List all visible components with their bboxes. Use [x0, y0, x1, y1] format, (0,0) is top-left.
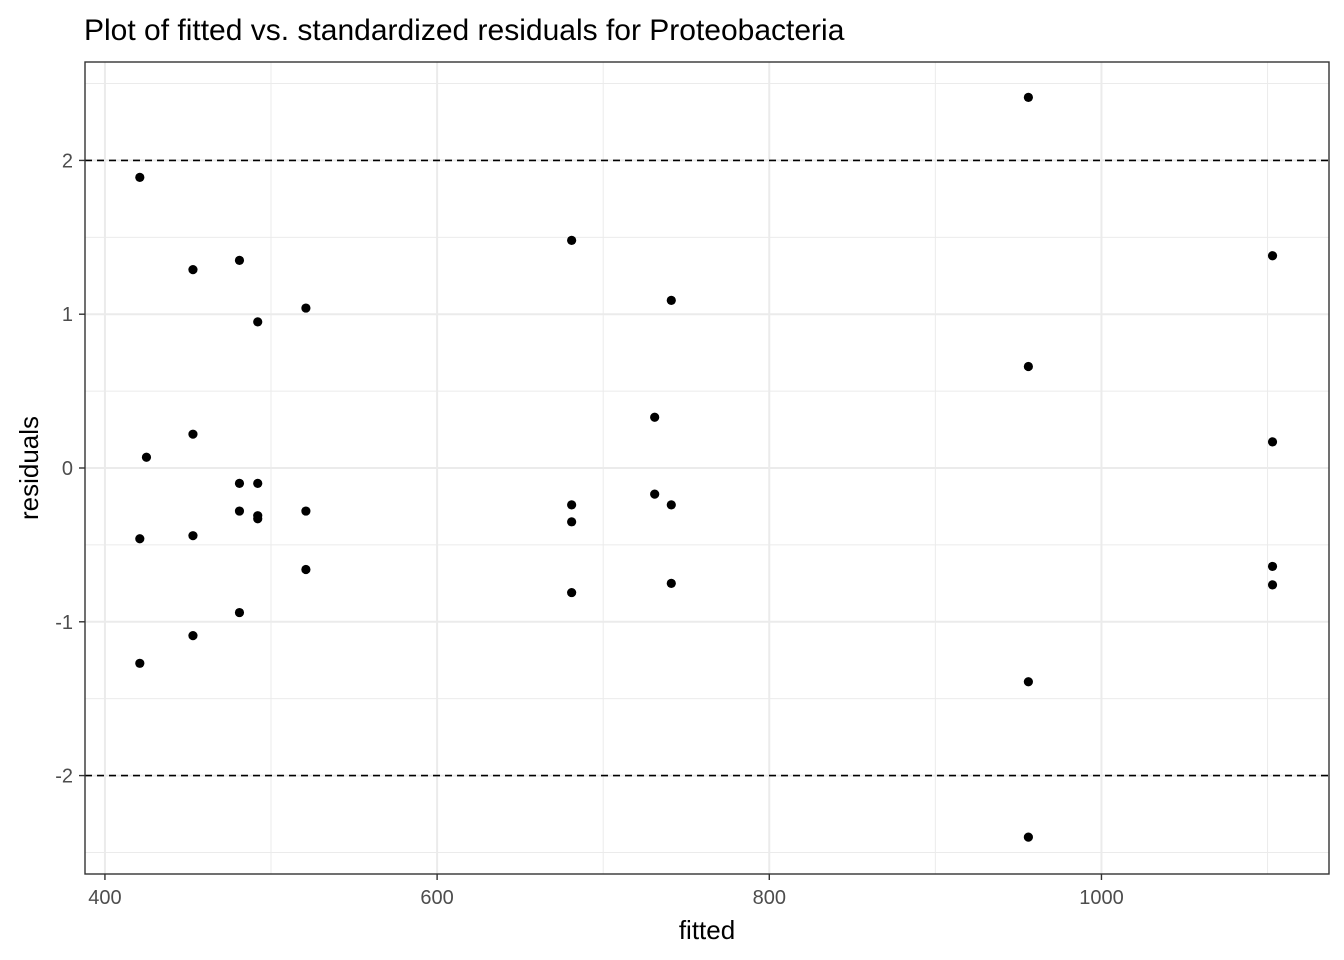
y-tick-label: 0: [62, 458, 73, 480]
y-tick-label: -2: [55, 766, 73, 788]
data-point: [253, 478, 263, 488]
data-point: [1023, 832, 1033, 842]
x-tick-label: 1000: [1079, 887, 1124, 909]
data-point: [1267, 561, 1278, 572]
data-point: [1267, 580, 1278, 590]
data-point: [567, 500, 577, 510]
data-point: [234, 255, 245, 265]
data-point: [234, 607, 245, 618]
data-point: [301, 506, 311, 516]
data-point: [135, 534, 145, 544]
x-axis-title: fitted: [679, 915, 735, 945]
data-point: [567, 587, 577, 598]
data-point: [650, 412, 660, 422]
data-point: [650, 489, 660, 499]
data-point: [253, 317, 263, 327]
chart-title: Plot of fitted vs. standardized residual…: [84, 14, 845, 47]
data-point: [1023, 92, 1033, 102]
data-point: [1267, 437, 1278, 447]
data-point: [253, 514, 263, 524]
data-point: [188, 631, 198, 641]
x-tick-label: 800: [753, 887, 786, 909]
data-point: [666, 295, 676, 305]
data-point: [188, 265, 198, 275]
data-point: [666, 500, 676, 510]
data-point: [1023, 361, 1033, 372]
y-axis: -2 -1 0 1 2: [55, 150, 85, 788]
data-point: [1267, 251, 1278, 261]
data-point: [301, 303, 311, 313]
data-point: [567, 517, 577, 527]
y-axis-title: residuals: [14, 416, 44, 520]
x-tick-label: 600: [420, 887, 453, 909]
data-point: [301, 564, 311, 575]
data-point: [1023, 677, 1033, 687]
plot-panel: [84, 61, 1330, 875]
data-point: [135, 658, 145, 668]
data-point: [666, 578, 676, 588]
x-axis: 400 600 800 1000: [88, 874, 1124, 909]
y-tick-label: 2: [62, 150, 73, 172]
reference-lines: [85, 159, 1329, 777]
y-tick-label: -1: [55, 612, 73, 634]
x-tick-label: 400: [88, 887, 121, 909]
data-point: [135, 172, 145, 182]
data-point: [141, 452, 152, 462]
data-point: [234, 506, 245, 516]
data-points: [135, 92, 1278, 842]
data-point: [188, 429, 198, 439]
data-point: [188, 531, 198, 541]
data-point: [234, 478, 245, 488]
y-tick-label: 1: [62, 304, 73, 326]
data-point: [567, 235, 577, 245]
